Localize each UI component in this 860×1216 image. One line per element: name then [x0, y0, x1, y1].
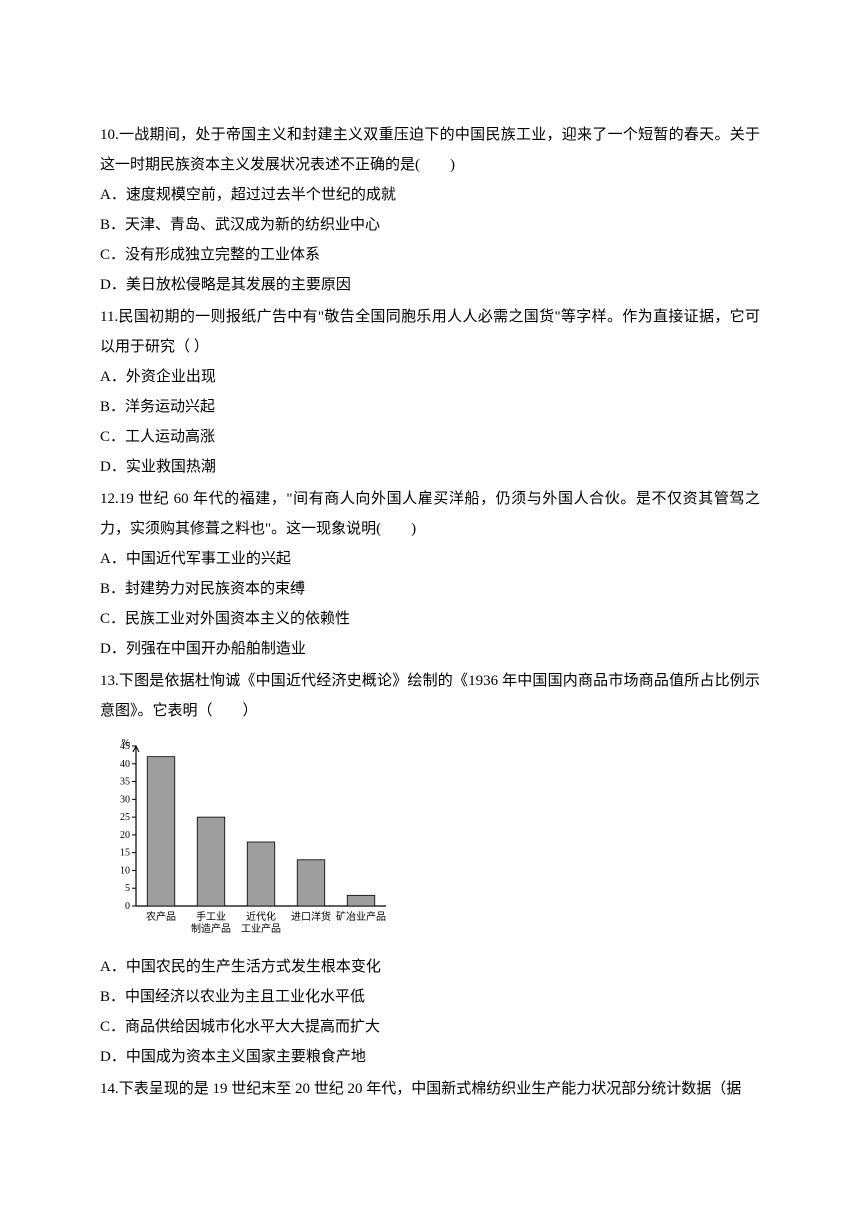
q11-option-b: B．洋务运动兴起: [100, 392, 760, 422]
q13-option-c: C．商品供给因城市化水平大大提高而扩大: [100, 1012, 760, 1042]
svg-text:手工业: 手工业: [196, 910, 226, 923]
question-10: 10.一战期间，处于帝国主义和封建主义双重压迫下的中国民族工业，迎来了一个短暂的…: [100, 120, 760, 300]
question-13: 13.下图是依据杜恂诚《中国近代经济史概论》绘制的《1936 年中国国内商品市场…: [100, 666, 760, 1072]
q11-option-a: A．外资企业出现: [100, 362, 760, 392]
svg-text:15: 15: [120, 848, 130, 859]
q14-stem: 14.下表呈现的是 19 世纪末至 20 世纪 20 年代，中国新式棉纺织业生产…: [100, 1074, 760, 1104]
q12-option-b: B．封建势力对民族资本的束缚: [100, 574, 760, 604]
q10-option-d: D．美日放松侵略是其发展的主要原因: [100, 270, 760, 300]
q11-option-c: C．工人运动高涨: [100, 422, 760, 452]
svg-text:5: 5: [125, 883, 130, 894]
question-14: 14.下表呈现的是 19 世纪末至 20 世纪 20 年代，中国新式棉纺织业生产…: [100, 1074, 760, 1104]
svg-text:农产品: 农产品: [146, 910, 176, 923]
svg-text:10: 10: [120, 865, 130, 876]
q12-stem: 12.19 世纪 60 年代的福建，"间有商人向外国人雇买洋船，仍须与外国人合伙…: [100, 484, 760, 544]
q11-option-d: D．实业救国热潮: [100, 452, 760, 482]
svg-text:制造产品: 制造产品: [191, 922, 231, 935]
svg-text:20: 20: [120, 830, 130, 841]
q10-stem: 10.一战期间，处于帝国主义和封建主义双重压迫下的中国民族工业，迎来了一个短暂的…: [100, 120, 760, 180]
bar-chart: 051015202530354045%农产品手工业制造产品近代化工业产品进口洋货…: [100, 736, 760, 946]
svg-text:%: %: [122, 738, 130, 749]
svg-text:30: 30: [120, 794, 130, 805]
q10-option-c: C．没有形成独立完整的工业体系: [100, 240, 760, 270]
q13-stem: 13.下图是依据杜恂诚《中国近代经济史概论》绘制的《1936 年中国国内商品市场…: [100, 666, 760, 726]
q11-stem: 11.民国初期的一则报纸广告中有"敬告全国同胞乐用人人必需之国货"等字样。作为直…: [100, 302, 760, 362]
svg-text:40: 40: [120, 759, 130, 770]
question-11: 11.民国初期的一则报纸广告中有"敬告全国同胞乐用人人必需之国货"等字样。作为直…: [100, 302, 760, 482]
question-12: 12.19 世纪 60 年代的福建，"间有商人向外国人雇买洋船，仍须与外国人合伙…: [100, 484, 760, 664]
q13-option-b: B．中国经济以农业为主且工业化水平低: [100, 982, 760, 1012]
svg-text:进口洋货: 进口洋货: [291, 910, 331, 923]
q13-option-a: A．中国农民的生产生活方式发生根本变化: [100, 952, 760, 982]
q13-option-d: D．中国成为资本主义国家主要粮食产地: [100, 1042, 760, 1072]
svg-text:25: 25: [120, 812, 130, 823]
q12-option-d: D．列强在中国开办船舶制造业: [100, 634, 760, 664]
q10-option-b: B．天津、青岛、武汉成为新的纺织业中心: [100, 210, 760, 240]
svg-text:近代化: 近代化: [246, 910, 276, 923]
svg-text:矿冶业产品: 矿冶业产品: [336, 910, 386, 923]
q12-option-c: C．民族工业对外国资本主义的依赖性: [100, 604, 760, 634]
svg-text:0: 0: [125, 901, 130, 912]
svg-text:工业产品: 工业产品: [241, 922, 281, 935]
svg-text:35: 35: [120, 777, 130, 788]
q10-option-a: A．速度规模空前，超过过去半个世纪的成就: [100, 180, 760, 210]
bar-chart-svg: 051015202530354045%农产品手工业制造产品近代化工业产品进口洋货…: [100, 736, 400, 946]
q12-option-a: A．中国近代军事工业的兴起: [100, 544, 760, 574]
